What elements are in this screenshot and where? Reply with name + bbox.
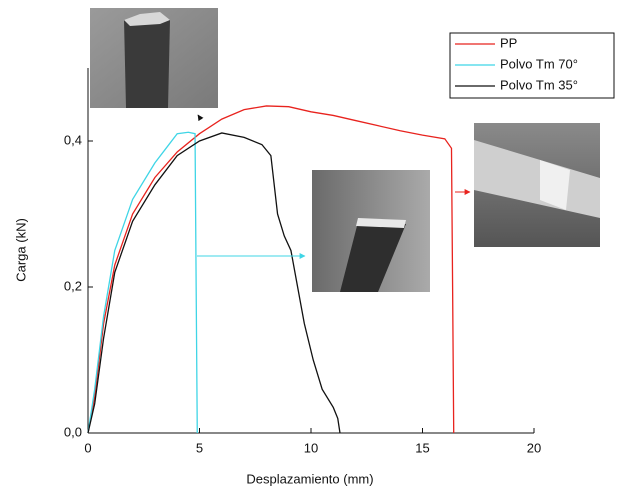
y-tick-label: 0,4 xyxy=(64,132,82,147)
x-tick-label: 0 xyxy=(84,440,91,455)
series-line xyxy=(87,131,198,434)
series-line xyxy=(87,105,455,434)
photo-35 xyxy=(474,123,600,247)
legend-label: PP xyxy=(500,35,517,50)
y-tick-label: 0,0 xyxy=(64,424,82,439)
x-axis-label: Desplazamiento (mm) xyxy=(246,471,373,486)
series-line xyxy=(87,132,341,434)
legend-label: Polvo Tm 35° xyxy=(500,77,578,92)
arrow xyxy=(197,114,204,122)
x-tick-label: 15 xyxy=(415,440,429,455)
x-tick-label: 20 xyxy=(527,440,541,455)
x-tick-label: 5 xyxy=(196,440,203,455)
y-tick-label: 0,2 xyxy=(64,278,82,293)
x-tick-label: 10 xyxy=(304,440,318,455)
y-axis-label: Carga (kN) xyxy=(13,218,28,282)
legend-label: Polvo Tm 70° xyxy=(500,56,578,71)
photo-70 xyxy=(312,170,430,292)
photo-pp xyxy=(90,8,218,108)
